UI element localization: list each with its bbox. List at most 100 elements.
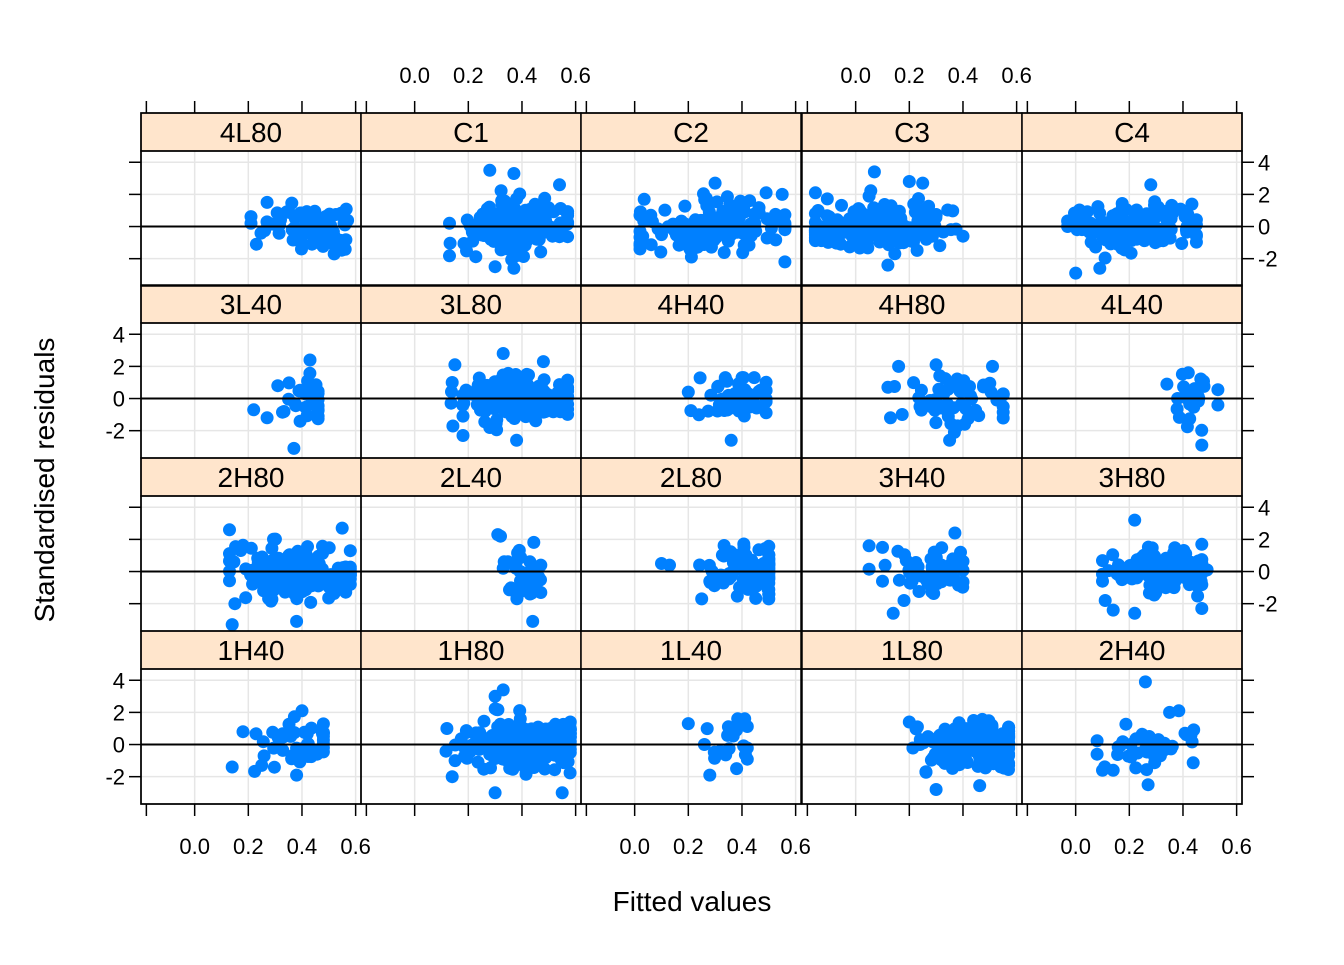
data-point [239,591,253,605]
data-point [956,563,970,577]
data-point [561,374,575,388]
data-point [1144,178,1158,192]
data-point [721,234,735,248]
data-point [1186,756,1200,770]
data-point [737,371,750,385]
strip-label: 4H80 [879,289,946,320]
data-point [917,211,931,225]
data-point [959,752,972,766]
data-point [448,358,462,372]
data-point [267,760,281,774]
data-point [724,433,738,447]
data-point [1146,737,1160,750]
data-point [276,730,290,744]
data-point [520,725,534,739]
data-point [300,727,314,741]
strip-label: 3L40 [220,289,282,320]
data-point [752,201,766,215]
data-point [867,165,881,179]
data-point [277,405,291,418]
data-point [513,712,527,726]
panel-frame [580,495,802,632]
data-point [510,207,524,221]
data-point [282,376,296,390]
data-point [853,236,867,250]
data-point [553,178,566,192]
data-point [1098,594,1112,607]
strip-label: 4H40 [658,289,725,320]
data-point [864,184,878,198]
data-point [1211,398,1225,412]
data-point [636,229,650,243]
data-point [912,585,926,598]
data-point [996,400,1010,414]
data-point [637,192,651,206]
data-point [876,574,889,588]
data-point [738,548,752,562]
data-point [545,744,559,758]
x-tick-label: 0.2 [233,834,264,859]
data-point [445,376,459,389]
data-point [500,214,514,228]
data-point [480,202,494,216]
data-point [476,379,490,393]
y-axis-title: Standardised residuals [29,338,60,623]
x-tick-label: 0.6 [1001,63,1032,88]
data-point [557,756,570,770]
data-point [762,587,776,601]
data-point [223,574,236,588]
data-point [954,398,968,412]
data-point [311,409,325,423]
data-point [938,722,952,736]
data-point [933,369,947,383]
x-tick-label: 0.4 [1168,834,1199,859]
data-point [260,195,274,209]
data-point [244,541,258,555]
data-point [530,232,543,246]
data-point [738,712,752,726]
strip-C4 [1021,112,1243,152]
y-tick-label: 4 [1258,495,1270,520]
data-point [932,382,946,396]
data-point [260,411,274,425]
strip-label: 2L80 [660,462,722,493]
data-point [496,561,510,575]
data-point [999,727,1013,740]
strip-3H80 [1021,457,1243,497]
data-point [933,239,947,253]
data-point [895,408,909,421]
data-point [317,231,331,245]
data-point [509,224,523,238]
data-point [973,779,987,793]
panel-frame [580,150,802,287]
data-point [459,384,473,398]
data-point [534,245,548,259]
data-point [1106,763,1120,777]
data-point [495,194,509,208]
data-point [700,199,714,213]
data-point [1188,382,1202,396]
data-point [898,548,911,562]
data-point [1002,749,1016,763]
data-point [290,768,304,782]
data-point [726,556,740,570]
data-point [644,208,658,222]
data-point [926,225,940,239]
panel-points-2H40 [1090,675,1201,792]
data-point [496,347,510,360]
data-point [913,400,927,414]
data-point [1098,251,1112,265]
data-point [1071,205,1085,219]
data-point [1138,675,1152,689]
frames-layer: 1H40 1H80 1L40 1L80 2H40 2H80 2L40 2L80 3H40 3H80… [140,112,1243,805]
data-point [733,403,747,417]
data-point [897,594,911,607]
strip-1H80 [360,630,582,670]
data-point [478,404,492,418]
y-tick-label: 2 [113,354,125,379]
data-point [338,218,352,232]
data-point [260,215,274,229]
data-point [509,368,523,381]
y-tick-label: 4 [113,668,125,693]
panel-points-1H80 [439,683,577,800]
